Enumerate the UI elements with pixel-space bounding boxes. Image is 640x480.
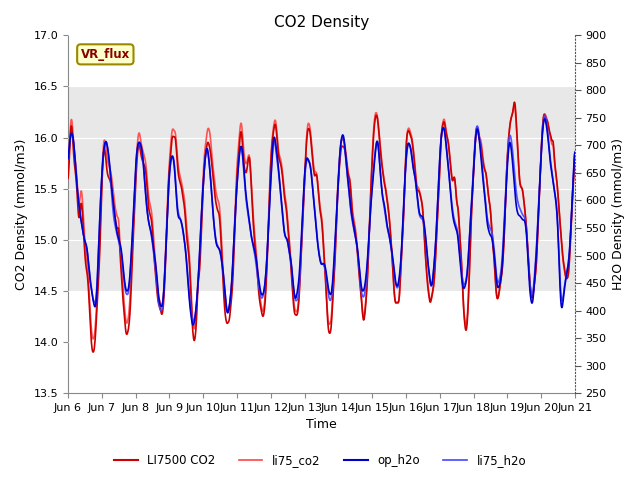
Text: VR_flux: VR_flux — [81, 48, 130, 61]
Y-axis label: H2O Density (mmol/m3): H2O Density (mmol/m3) — [612, 138, 625, 290]
Bar — [68, 86, 575, 291]
Legend: LI7500 CO2, li75_co2, op_h2o, li75_h2o: LI7500 CO2, li75_co2, op_h2o, li75_h2o — [109, 449, 531, 472]
Y-axis label: CO2 Density (mmol/m3): CO2 Density (mmol/m3) — [15, 139, 28, 290]
X-axis label: Time: Time — [306, 419, 337, 432]
Title: CO2 Density: CO2 Density — [274, 15, 369, 30]
